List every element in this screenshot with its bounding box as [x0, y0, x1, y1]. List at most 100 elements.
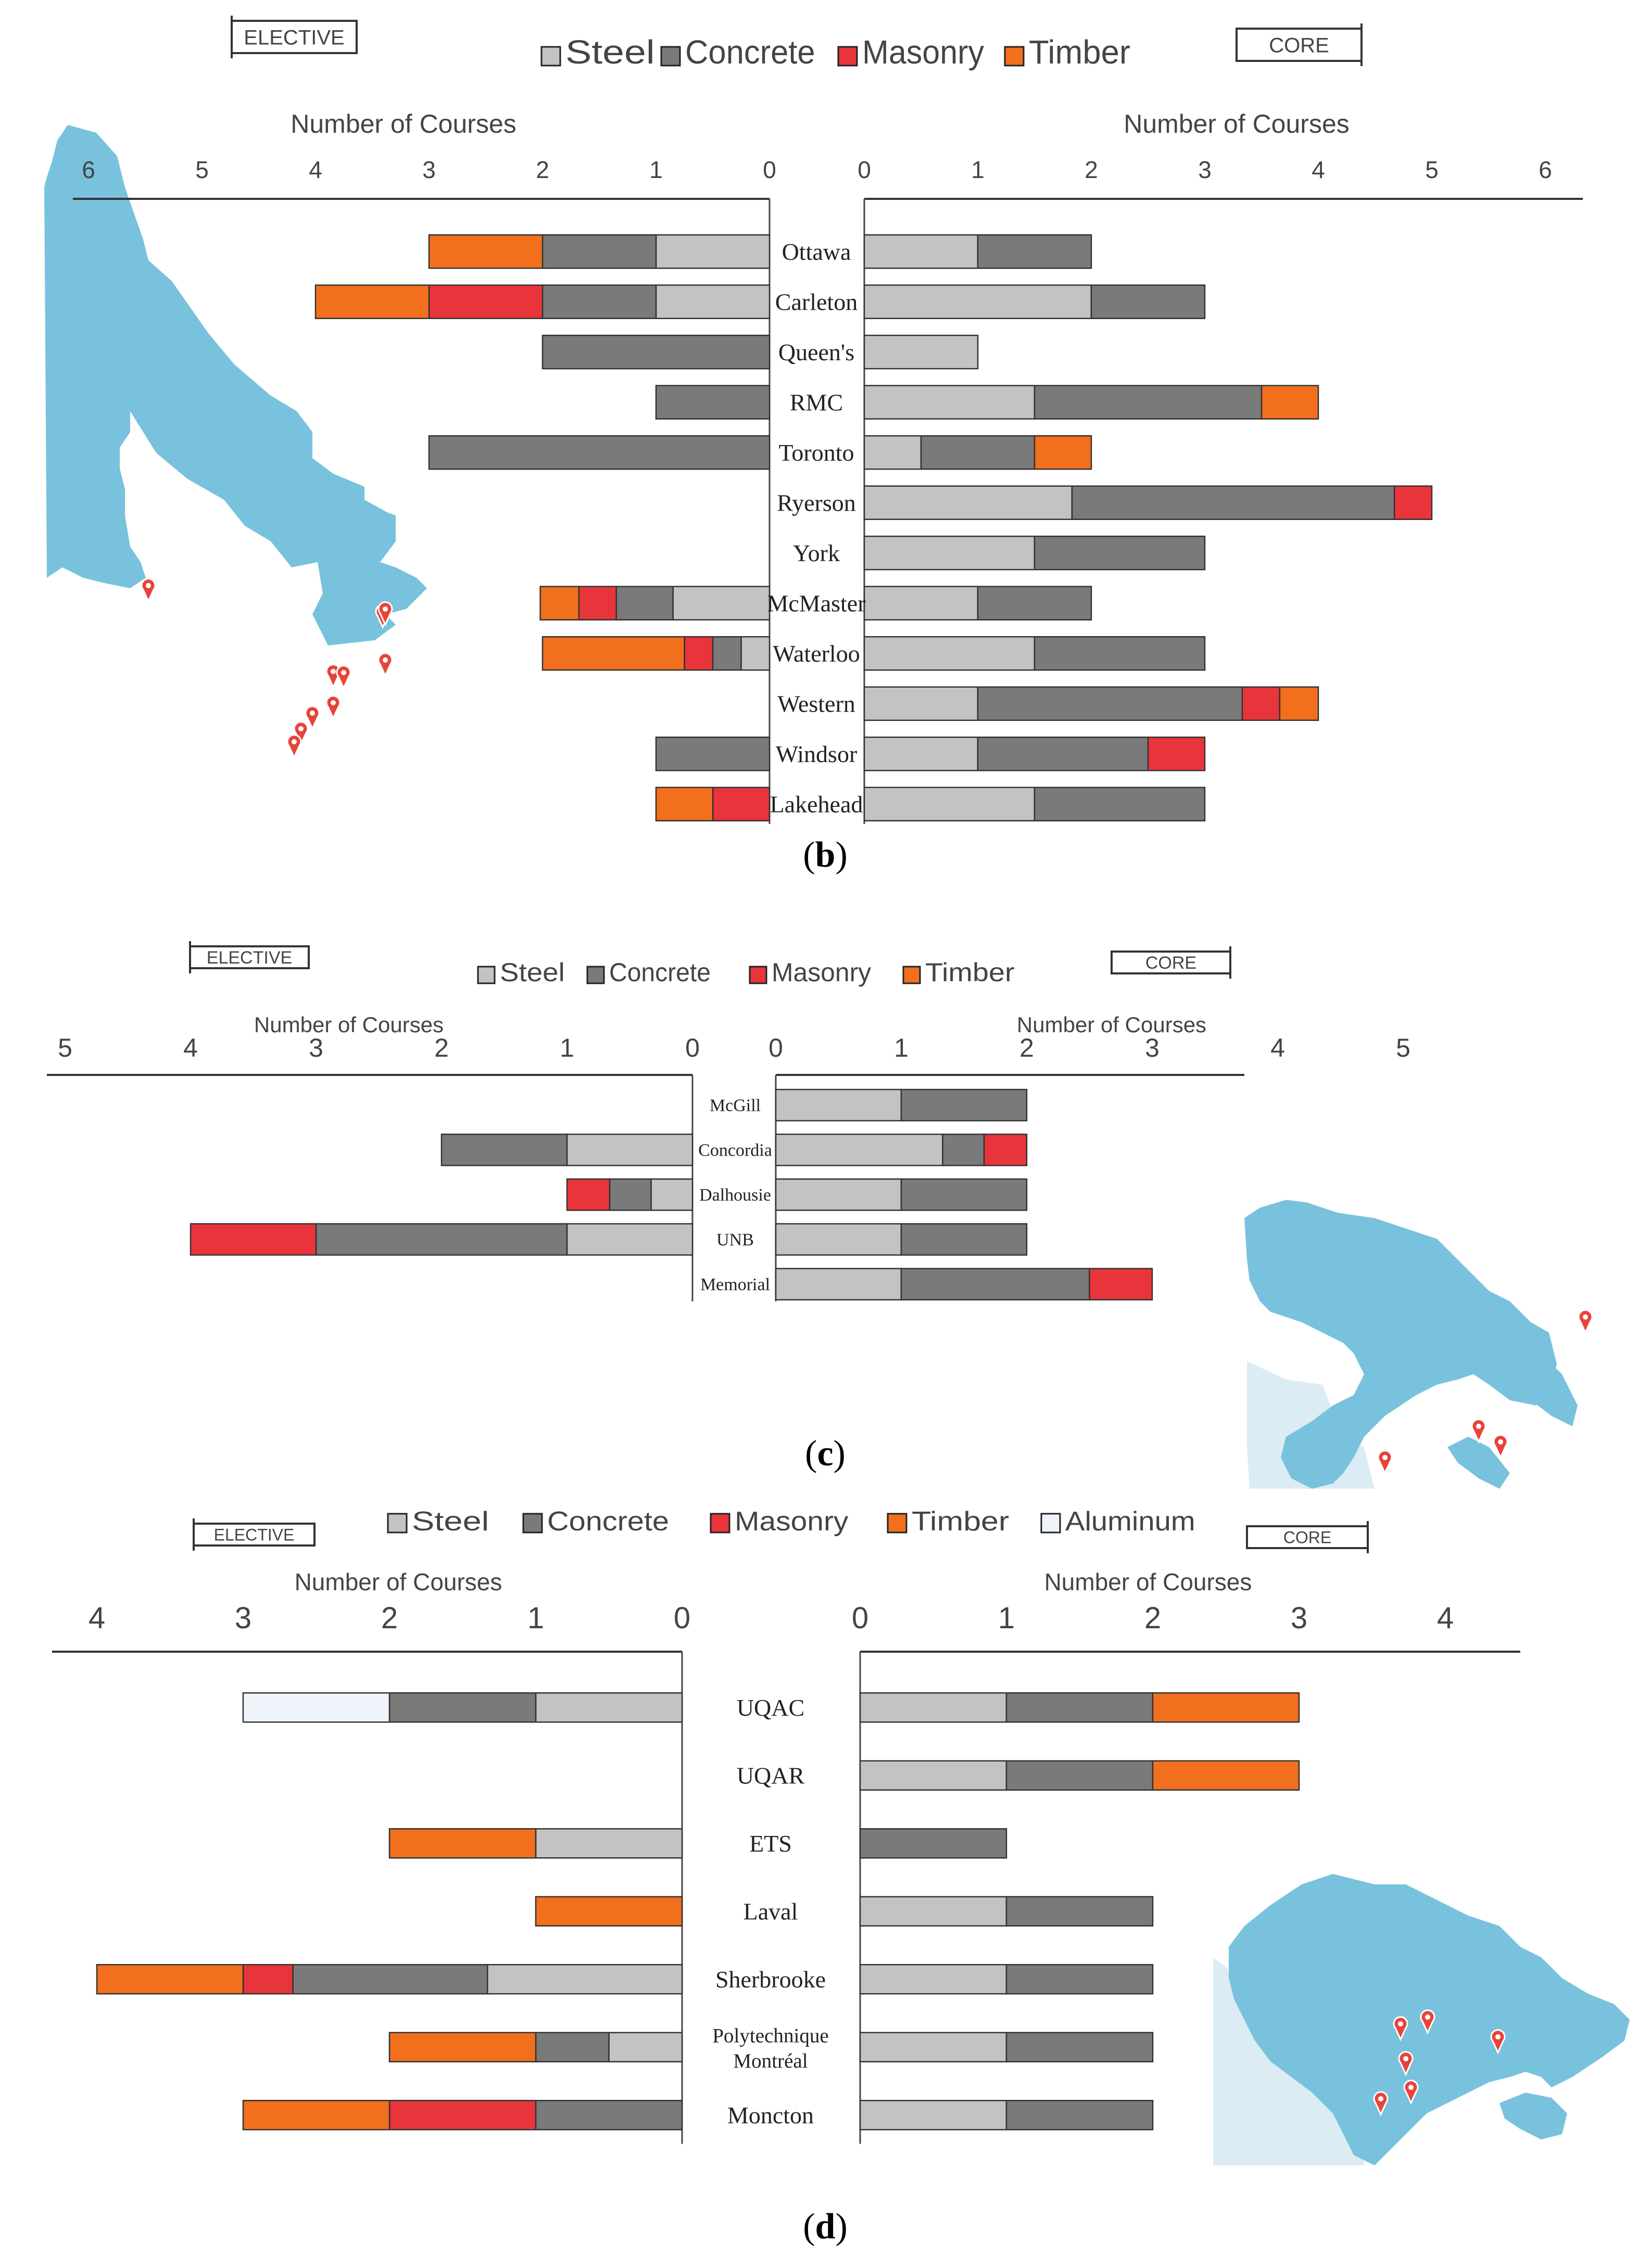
left-tick-label: 3 [309, 1033, 323, 1062]
university-label: Western [777, 690, 855, 717]
panel-d: ELECTIVE CORE Steel Concrete Masonry Timber Al… [0, 1489, 1651, 2268]
university-label: McGill [710, 1096, 761, 1116]
bar-core-steel [775, 1223, 902, 1256]
core-tag: CORE [1246, 1521, 1369, 1553]
bar-elective-steel [740, 636, 771, 671]
legend-swatch-timber [902, 966, 921, 984]
elective-tag: ELECTIVE [231, 16, 358, 58]
core-tag: CORE [1111, 946, 1231, 979]
location-pin-icon-body [1490, 2029, 1506, 2055]
university-label: UQAR [737, 1762, 805, 1789]
bar-core-masonry [1147, 737, 1206, 771]
elective-tag: ELECTIVE [189, 941, 310, 973]
location-pin-icon-body [336, 665, 351, 690]
location-pin-icon-dot [383, 657, 388, 663]
bar-elective-steel [566, 1133, 694, 1167]
bar-core-concrete [1034, 787, 1206, 821]
location-pin-icon-body [1471, 1418, 1486, 1444]
core-tag: CORE [1236, 23, 1363, 66]
university-label: Memorial [700, 1275, 770, 1295]
left-tick-label: 6 [82, 156, 95, 183]
university-label: Laval [743, 1898, 798, 1924]
bar-core-concrete [1005, 2032, 1154, 2062]
bar-core-steel [863, 385, 1036, 420]
bar-elective-concrete [388, 1692, 537, 1723]
left-tick-label: 4 [183, 1033, 198, 1062]
university-label: York [793, 540, 840, 566]
legend-item-steel: Steel [387, 1506, 489, 1537]
left-tick-label: 5 [195, 156, 209, 183]
left-tick-label: 1 [527, 1601, 544, 1635]
location-pin-icon [1393, 2016, 1408, 2042]
legend-label-aluminum: Aluminum [1065, 1506, 1195, 1537]
location-pin-icon-dot [1398, 2021, 1403, 2026]
bar-core-timber [1261, 385, 1319, 420]
left-tick-label: 4 [89, 1601, 105, 1635]
legend-label-steel: Steel [412, 1506, 489, 1537]
location-pin-icon-body [1420, 2009, 1435, 2035]
left-tick-label: 3 [235, 1601, 251, 1635]
bar-elective-timber [428, 234, 544, 269]
location-pin-icon-body [293, 721, 309, 746]
bar-core-concrete [859, 1828, 1007, 1859]
bar-core-masonry [1241, 686, 1281, 721]
location-pin-icon [336, 665, 351, 690]
bar-core-concrete [900, 1268, 1090, 1301]
bar-core-masonry [1089, 1268, 1153, 1301]
bar-core-steel [859, 1964, 1007, 1995]
location-pin-icon-body [1398, 2051, 1414, 2076]
province-map [1244, 1200, 1593, 1489]
bar-elective-timber [242, 2100, 390, 2131]
legend-swatch-masonry [749, 966, 767, 984]
location-pin-icon-dot [331, 669, 336, 674]
location-pin-icon [1420, 2009, 1435, 2035]
location-pin-icon [1578, 1309, 1593, 1335]
legend-item-timber: Timber [1004, 33, 1130, 71]
core-tag-box [1111, 951, 1231, 974]
bar-core-steel [863, 787, 1036, 821]
ontario-shape [44, 125, 427, 645]
right-tick-label: 1 [998, 1601, 1015, 1635]
bar-core-steel [863, 234, 979, 269]
panel-caption-paren: ( [803, 835, 815, 875]
bar-elective-concrete [712, 636, 742, 671]
location-pin-icon-dot [1425, 2014, 1430, 2020]
location-pin-icon-body [377, 652, 393, 678]
university-label: ETS [749, 1830, 792, 1857]
bar-core-concrete [977, 586, 1092, 620]
location-pin-icon-dot [383, 606, 388, 612]
right-tick-label: 0 [852, 1601, 868, 1635]
bar-elective-concrete [440, 1133, 568, 1167]
legend-swatch-concrete [660, 46, 681, 67]
location-pin-icon [1377, 1450, 1393, 1475]
legend-swatch-timber [887, 1513, 908, 1534]
bar-core-concrete [900, 1088, 1028, 1122]
province-map [1213, 1874, 1630, 2165]
bar-elective-concrete [292, 1964, 488, 1995]
chart-svg: ELECTIVE CORE Steel Concrete Masonry Timber Al… [52, 1506, 1630, 2247]
bar-elective-steel [655, 284, 771, 319]
legend: Steel Concrete Masonry Timber [477, 958, 1015, 987]
atlantic-shape [1244, 1200, 1557, 1489]
university-label: Toronto [779, 439, 854, 466]
bar-elective-masonry [578, 586, 617, 620]
bar-elective-timber [541, 636, 685, 671]
university-label: UQAC [737, 1694, 804, 1721]
location-pin-icon-dot [292, 739, 297, 744]
location-pin-icon-dot [1495, 2034, 1501, 2039]
bar-elective-concrete [655, 737, 771, 771]
location-pin-icon [141, 578, 156, 603]
right-tick-label: 1 [894, 1033, 909, 1062]
bar-core-timber [1152, 1692, 1300, 1723]
legend-swatch-aluminum [1040, 1513, 1061, 1534]
elective-tag-box [189, 945, 310, 969]
bar-elective-concrete [609, 1178, 652, 1211]
left-tick-label: 0 [674, 1601, 690, 1635]
bar-elective-steel [608, 2032, 683, 2062]
right-axis-title: Number of Courses [1124, 109, 1350, 138]
bar-core-concrete [900, 1178, 1028, 1211]
bar-core-masonry [1393, 485, 1433, 520]
bar-elective-steel [566, 1223, 694, 1256]
core-tag-box [1236, 28, 1363, 62]
